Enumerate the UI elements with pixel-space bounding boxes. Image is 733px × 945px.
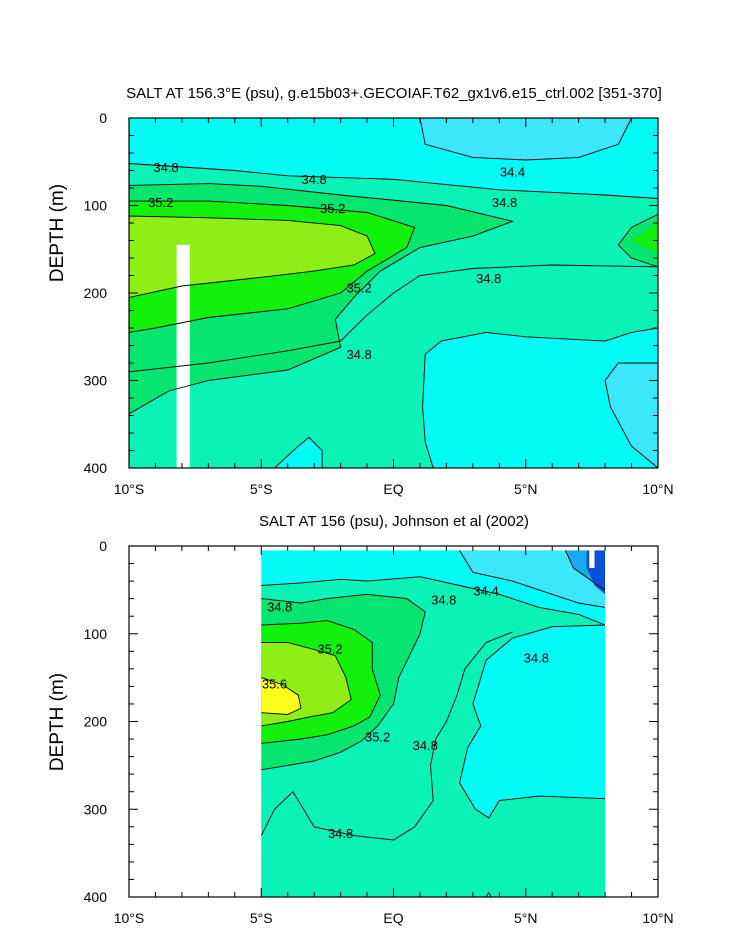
model-contour-layer	[129, 118, 658, 468]
contour-label: 34.8	[153, 160, 178, 175]
contour-line	[422, 327, 658, 468]
x-tick-label: 10°S	[114, 910, 145, 926]
obs-fill-layer	[261, 550, 606, 897]
model-panel: SALT AT 156.3°E (psu), g.e15b03+.GECOIAF…	[47, 85, 674, 497]
contour-label: 35.2	[317, 642, 342, 657]
contour-line	[459, 550, 606, 608]
x-tick-label: 5°N	[514, 481, 538, 497]
missing-data-bar	[176, 244, 190, 468]
contour-line	[261, 620, 381, 744]
contour-label: 34.4	[473, 584, 498, 599]
fill-region-s_34_4_34_6	[420, 118, 632, 160]
missing-data-bar	[589, 550, 595, 568]
obs-panel-ylabel: DEPTH (m)	[47, 673, 68, 771]
fill-region-s_34_4_34_6	[605, 363, 658, 468]
model-contour-labels: 34.8 34.8 34.4 34.8 35.2 35.2 35.2 34.8 34.8	[148, 160, 525, 362]
obs-contour-labels: 34.8 35.2 35.6 35.2 34.8 34.8 34.4 34.8 34.8	[262, 584, 549, 841]
contour-label: 34.8	[267, 599, 292, 614]
contour-line	[261, 593, 426, 771]
y-tick-label: 0	[99, 538, 107, 554]
contour-line	[617, 213, 658, 246]
contour-line	[604, 362, 658, 468]
model-panel-ylabel: DEPTH (m)	[47, 184, 68, 282]
contour-line	[564, 550, 606, 591]
contour-label: 35.2	[320, 201, 345, 216]
contour-line	[617, 244, 658, 268]
contour-label: 35.2	[365, 729, 390, 744]
contour-line	[261, 631, 513, 841]
y-tick-label: 300	[84, 801, 108, 817]
x-tick-label: 5°S	[250, 481, 273, 497]
contour-label: 35.6	[262, 677, 287, 692]
x-tick-label: 10°N	[642, 910, 673, 926]
fill-region-s_34_6_34_8	[459, 625, 606, 818]
fill-region-s_35_2_35_4	[631, 223, 658, 254]
contour-line	[129, 183, 515, 415]
y-tick-label: 300	[84, 373, 108, 389]
contour-line	[261, 576, 606, 626]
y-tick-label: 400	[84, 460, 108, 476]
x-tick-label: 10°S	[114, 481, 145, 497]
contour-line	[129, 163, 658, 199]
obs-panel-title: SALT AT 156 (psu), Johnson et al (2002)	[259, 513, 529, 530]
contour-label: 34.8	[413, 738, 438, 753]
x-tick-label: 5°S	[250, 910, 273, 926]
x-tick-label: EQ	[383, 481, 403, 497]
fill-region-s_35_4_35_6	[129, 216, 375, 298]
contour-line	[129, 264, 658, 373]
x-tick-label: 5°N	[514, 910, 538, 926]
contour-label: 34.8	[492, 195, 517, 210]
model-axes: 10°S 5°S EQ 5°N 10°N 0 100 200 300 400	[84, 110, 674, 497]
y-tick-label: 400	[84, 889, 108, 905]
obs-contour-layer	[261, 550, 606, 897]
contour-label: 34.8	[476, 271, 501, 286]
y-tick-label: 100	[84, 198, 108, 214]
contour-line	[459, 624, 606, 819]
y-tick-label: 200	[84, 285, 108, 301]
contour-label: 34.8	[346, 347, 371, 362]
fill-region-s_gt_35_6	[261, 677, 301, 715]
contour-label: 34.4	[500, 164, 525, 179]
contour-line	[129, 215, 376, 298]
x-tick-label: 10°N	[642, 481, 673, 497]
contour-label: 34.8	[431, 592, 456, 607]
contour-line	[261, 642, 352, 727]
contour-line	[129, 200, 416, 333]
model-panel-title: SALT AT 156.3°E (psu), g.e15b03+.GECOIAF…	[126, 85, 662, 102]
contour-line	[485, 891, 492, 897]
contour-line	[261, 677, 302, 715]
contour-line	[419, 118, 632, 161]
contour-label: 34.8	[524, 650, 549, 665]
y-tick-label: 100	[84, 626, 108, 642]
contour-label: 35.2	[346, 281, 371, 296]
y-tick-label: 0	[99, 110, 107, 126]
contour-label: 34.8	[328, 826, 353, 841]
contour-line	[274, 436, 323, 468]
x-tick-label: EQ	[383, 910, 403, 926]
obs-panel: SALT AT 156 (psu), Johnson et al (2002) …	[47, 513, 674, 926]
fill-region-s_34_4_34_6	[459, 550, 606, 608]
contour-label: 34.8	[301, 172, 326, 187]
obs-axes: 10°S 5°S EQ 5°N 10°N 0 100 200 300 400	[84, 538, 674, 926]
contour-label: 35.2	[148, 195, 173, 210]
y-tick-label: 200	[84, 714, 108, 730]
